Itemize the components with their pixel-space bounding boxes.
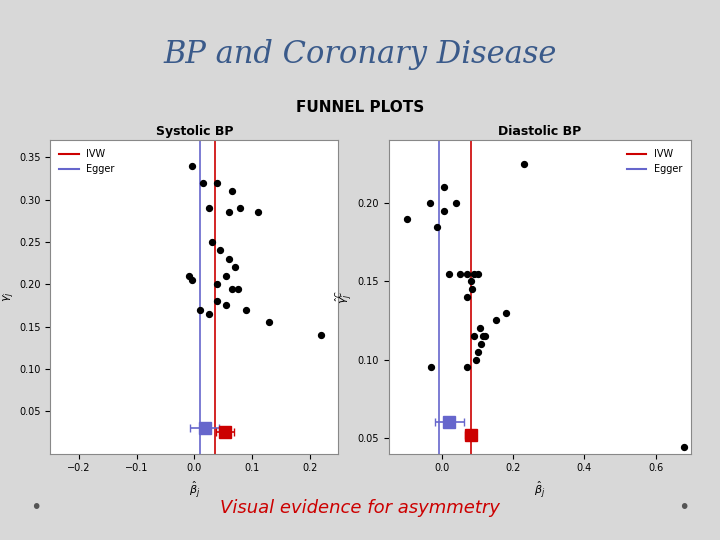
- Y-axis label: $\hat{\gamma}_j$: $\hat{\gamma}_j$: [0, 292, 17, 302]
- Point: [426, 363, 437, 372]
- Point: [220, 301, 232, 310]
- Point: [475, 340, 487, 348]
- Point: [472, 348, 484, 356]
- Point: [477, 332, 489, 340]
- Point: [223, 208, 235, 217]
- Text: FUNNEL PLOTS: FUNNEL PLOTS: [296, 100, 424, 116]
- Point: [183, 272, 194, 280]
- Point: [240, 306, 252, 314]
- Point: [264, 318, 275, 327]
- Point: [186, 276, 197, 285]
- Text: •: •: [30, 498, 42, 517]
- Point: [500, 308, 512, 317]
- Point: [424, 199, 436, 207]
- Point: [469, 332, 480, 340]
- Point: [454, 269, 466, 278]
- Point: [467, 285, 478, 294]
- Point: [235, 204, 246, 212]
- Text: •: •: [678, 498, 690, 517]
- Point: [470, 355, 482, 364]
- Point: [252, 208, 264, 217]
- Point: [203, 309, 215, 318]
- Y-axis label: $\hat{\gamma}_j^C$: $\hat{\gamma}_j^C$: [333, 290, 355, 304]
- Point: [232, 284, 243, 293]
- Point: [438, 183, 450, 192]
- Point: [186, 161, 197, 170]
- Point: [518, 159, 530, 168]
- Point: [226, 284, 238, 293]
- X-axis label: $\hat{\beta}_j$: $\hat{\beta}_j$: [534, 479, 546, 500]
- Point: [220, 272, 232, 280]
- Point: [490, 316, 501, 325]
- Point: [203, 204, 215, 212]
- Legend: IVW, Egger: IVW, Egger: [623, 145, 686, 178]
- Point: [212, 280, 223, 288]
- Point: [444, 269, 455, 278]
- Point: [226, 187, 238, 195]
- Text: Visual evidence for asymmetry: Visual evidence for asymmetry: [220, 498, 500, 517]
- Point: [451, 199, 462, 207]
- Point: [472, 269, 484, 278]
- Point: [462, 363, 473, 372]
- Point: [479, 332, 490, 340]
- Point: [469, 269, 480, 278]
- Point: [194, 306, 206, 314]
- Point: [438, 206, 450, 215]
- Title: Diastolic BP: Diastolic BP: [498, 125, 582, 138]
- Point: [27, 428, 39, 437]
- Point: [206, 238, 217, 246]
- Point: [462, 269, 473, 278]
- X-axis label: $\hat{\beta}_j$: $\hat{\beta}_j$: [189, 479, 200, 500]
- Point: [431, 222, 443, 231]
- Point: [212, 178, 223, 187]
- Point: [229, 263, 240, 272]
- Point: [678, 443, 690, 451]
- Text: BP and Coronary Disease: BP and Coronary Disease: [163, 38, 557, 70]
- Point: [315, 331, 327, 340]
- Point: [197, 178, 209, 187]
- Point: [462, 293, 473, 301]
- Legend: IVW, Egger: IVW, Egger: [55, 145, 119, 178]
- Point: [212, 297, 223, 306]
- Point: [401, 214, 413, 223]
- Point: [215, 246, 226, 255]
- Point: [465, 277, 477, 286]
- Point: [474, 324, 485, 333]
- Title: Systolic BP: Systolic BP: [156, 125, 233, 138]
- Point: [223, 254, 235, 263]
